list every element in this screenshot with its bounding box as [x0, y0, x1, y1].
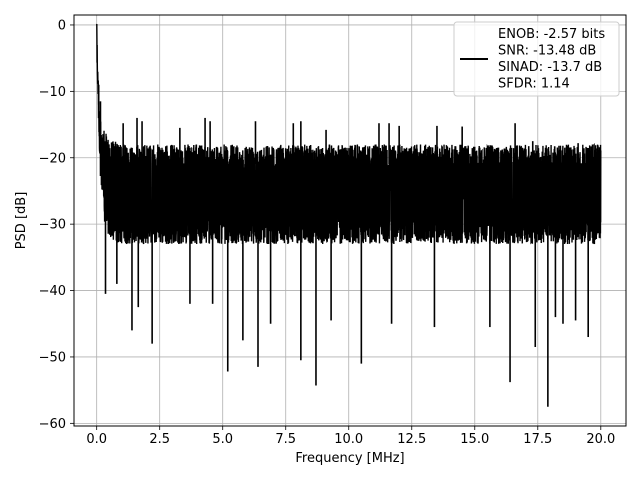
psd-series-line: [95, 23, 602, 245]
series-layer: [95, 23, 602, 407]
y-tick-label: −50: [39, 350, 66, 365]
y-tick-label: −40: [39, 284, 66, 299]
plot-frame: [73, 14, 627, 427]
plot-area: [95, 23, 602, 407]
x-tick-label: 17.5: [523, 432, 552, 447]
y-tick-label: −30: [39, 218, 66, 233]
x-tick-label: 5.0: [212, 432, 233, 447]
x-tick-label: 7.5: [275, 432, 296, 447]
legend-label-line: SNR: -13.48 dB: [498, 44, 596, 59]
legend-label-line: SINAD: -13.7 dB: [498, 60, 602, 75]
x-tick-label: 10.0: [334, 432, 363, 447]
y-axis: 0 −10 −20 −30 −40 −50 −60: [39, 18, 74, 432]
y-axis-label: PSD [dB]: [14, 192, 29, 250]
legend-label-line: ENOB: -2.57 bits: [498, 27, 605, 42]
x-tick-label: 2.5: [149, 432, 170, 447]
y-tick-label: −20: [39, 151, 66, 166]
x-axis-label: Frequency [MHz]: [295, 451, 404, 466]
x-tick-label: 20.0: [586, 432, 615, 447]
legend-box: [453, 21, 620, 97]
y-tick-label: 0: [58, 18, 66, 33]
legend-label-line: SFDR: 1.14: [498, 77, 570, 92]
x-tick-label: 0.0: [86, 432, 107, 447]
x-tick-label: 15.0: [460, 432, 489, 447]
y-tick-label: −60: [39, 417, 66, 432]
x-tick-label: 12.5: [397, 432, 426, 447]
x-axis: 0.0 2.5 5.0 7.5 10.0 12.5 15.0 17.5 20.0: [86, 426, 615, 447]
y-tick-label: −10: [39, 85, 66, 100]
